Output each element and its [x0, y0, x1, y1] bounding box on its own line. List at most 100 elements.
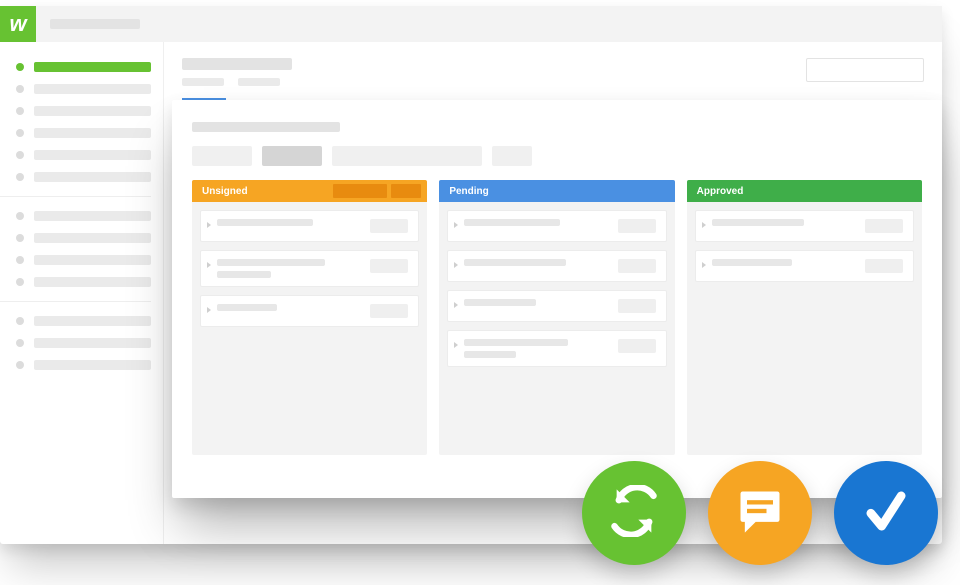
sidebar-item-label [34, 150, 151, 160]
sidebar-item-dot-icon [16, 361, 24, 369]
card-status-pill [618, 259, 656, 273]
sidebar-separator [0, 301, 151, 302]
column-header-label: Approved [697, 186, 744, 197]
card-title [712, 219, 804, 226]
filter-seg[interactable] [492, 146, 532, 166]
sidebar-item-label [34, 128, 151, 138]
card-subtitle [464, 351, 516, 358]
page-title [182, 58, 292, 70]
filter-seg-active[interactable] [262, 146, 322, 166]
topbar: w [0, 6, 942, 42]
sidebar-item[interactable] [0, 227, 151, 249]
sidebar-item-dot-icon [16, 107, 24, 115]
kanban-card[interactable] [447, 290, 666, 322]
panel-title [192, 122, 340, 132]
sidebar-item-dot-icon [16, 129, 24, 137]
kanban-column: Pending [439, 180, 674, 455]
filter-seg[interactable] [192, 146, 252, 166]
card-title [464, 219, 560, 226]
comment-action[interactable] [708, 461, 812, 565]
kanban-card[interactable] [447, 210, 666, 242]
sidebar-item-dot-icon [16, 256, 24, 264]
sidebar-item[interactable] [0, 249, 151, 271]
card-status-pill [618, 299, 656, 313]
sidebar-item[interactable] [0, 166, 151, 188]
card-title [217, 304, 277, 311]
search-input[interactable] [806, 58, 924, 82]
sidebar-separator [0, 196, 151, 197]
filter-seg[interactable] [332, 146, 482, 166]
approve-action[interactable] [834, 461, 938, 565]
topbar-placeholder [50, 19, 140, 29]
tab-item[interactable] [238, 78, 280, 86]
column-header: Approved [687, 180, 922, 202]
floating-actions [582, 461, 938, 565]
sidebar-item-dot-icon [16, 63, 24, 71]
refresh-icon [608, 485, 660, 542]
sidebar-item[interactable] [0, 56, 151, 78]
sidebar-item-label [34, 84, 151, 94]
kanban-card[interactable] [200, 295, 419, 327]
brand-logo[interactable]: w [0, 6, 36, 42]
sidebar-item[interactable] [0, 354, 151, 376]
sidebar-item-dot-icon [16, 173, 24, 181]
sidebar-item-dot-icon [16, 339, 24, 347]
sidebar-item[interactable] [0, 78, 151, 100]
sync-action[interactable] [582, 461, 686, 565]
card-title [464, 299, 536, 306]
card-title [712, 259, 792, 266]
kanban-panel: Unsigned Pending Approved [172, 100, 942, 498]
kanban-card[interactable] [200, 250, 419, 287]
sidebar-item-label [34, 338, 151, 348]
sidebar-item-label [34, 360, 151, 370]
sidebar-item-label [34, 62, 151, 72]
card-status-pill [370, 304, 408, 318]
sidebar-item[interactable] [0, 144, 151, 166]
sidebar-item-dot-icon [16, 317, 24, 325]
kanban-column: Unsigned [192, 180, 427, 455]
sidebar-item-dot-icon [16, 85, 24, 93]
check-icon [860, 485, 912, 542]
column-header-label: Unsigned [202, 186, 248, 197]
sidebar-item-dot-icon [16, 234, 24, 242]
column-header: Unsigned [192, 180, 427, 202]
column-body [192, 202, 427, 335]
sidebar-item-dot-icon [16, 151, 24, 159]
card-title [464, 259, 566, 266]
card-title [217, 219, 313, 226]
card-title [217, 259, 325, 266]
sidebar-item-label [34, 316, 151, 326]
sidebar [0, 42, 164, 544]
sidebar-item-label [34, 106, 151, 116]
sidebar-item[interactable] [0, 332, 151, 354]
sidebar-item[interactable] [0, 310, 151, 332]
kanban-card[interactable] [447, 250, 666, 282]
card-status-pill [370, 219, 408, 233]
sidebar-item[interactable] [0, 100, 151, 122]
kanban-card[interactable] [447, 330, 666, 367]
tab-item[interactable] [182, 78, 224, 86]
card-subtitle [217, 271, 271, 278]
kanban-column: Approved [687, 180, 922, 455]
card-status-pill [618, 219, 656, 233]
sidebar-item-dot-icon [16, 278, 24, 286]
card-status-pill [618, 339, 656, 353]
sidebar-item-dot-icon [16, 212, 24, 220]
sidebar-item-label [34, 211, 151, 221]
sidebar-item[interactable] [0, 205, 151, 227]
card-title [464, 339, 568, 346]
sidebar-item-label [34, 255, 151, 265]
card-status-pill [865, 219, 903, 233]
sidebar-item-label [34, 277, 151, 287]
kanban-card[interactable] [695, 250, 914, 282]
column-body [687, 202, 922, 290]
sidebar-item[interactable] [0, 122, 151, 144]
kanban-card[interactable] [200, 210, 419, 242]
sidebar-item[interactable] [0, 271, 151, 293]
filter-bar[interactable] [192, 146, 922, 166]
kanban-card[interactable] [695, 210, 914, 242]
card-status-pill [865, 259, 903, 273]
sidebar-item-label [34, 172, 151, 182]
chat-icon [734, 485, 786, 542]
column-header-badges [333, 184, 421, 198]
